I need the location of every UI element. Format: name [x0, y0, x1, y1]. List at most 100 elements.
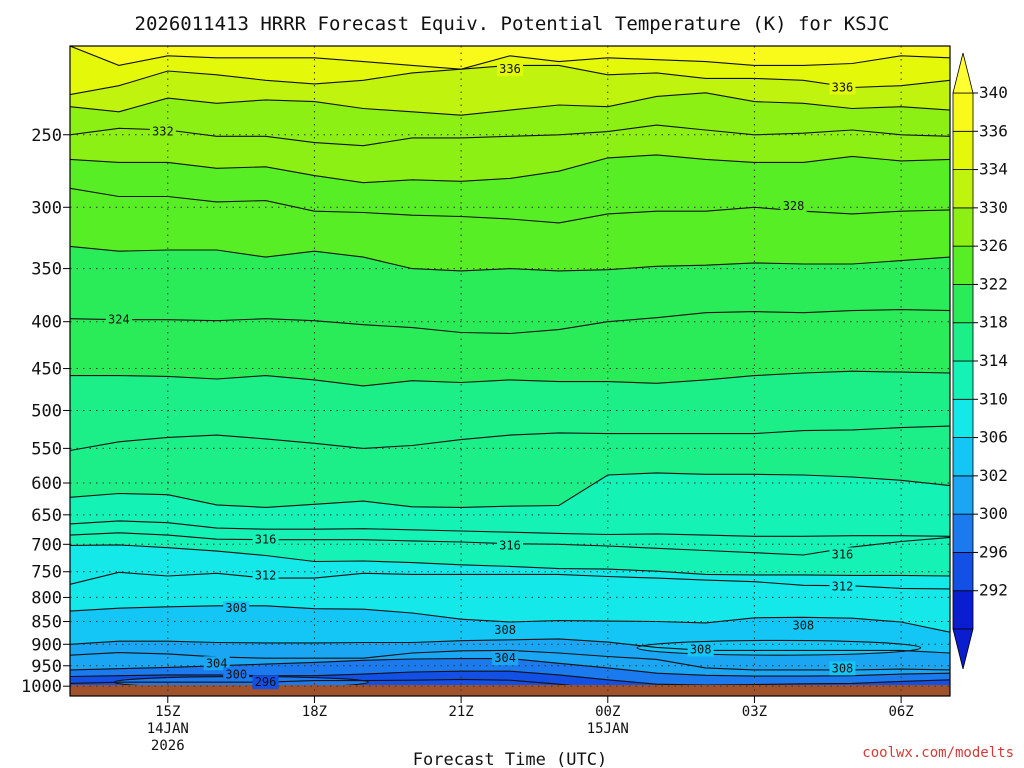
- contour-label-bg: [790, 618, 817, 633]
- plot-frame: [69, 45, 951, 697]
- contour-label-bg: [149, 124, 176, 139]
- y-tick-label: 350: [31, 260, 62, 280]
- y-tick-label: 1000: [21, 677, 62, 697]
- colorbar-label: 334: [979, 160, 1008, 179]
- y-tick-label: 250: [31, 126, 62, 146]
- contour-labels: 336 336 332 328 324 316 316 316 312 312 308 308 308 3…: [105, 62, 856, 690]
- contour-line-320: [70, 425, 950, 452]
- colorbar-arrow-bottom: [952, 628, 974, 670]
- contour-label: 316: [497, 538, 523, 553]
- contour-line-312: [70, 571, 950, 590]
- contour-label: 312: [829, 579, 856, 594]
- colorbar-segment: [952, 398, 974, 438]
- band-320: [70, 426, 950, 508]
- contour-label: 308: [223, 601, 250, 616]
- x-tick-label: 03Z: [742, 704, 767, 720]
- contour-line-334: [70, 92, 950, 116]
- x-tick-label: 15JAN: [587, 721, 629, 737]
- band-306: [70, 638, 950, 670]
- contour-label-text: 328: [783, 199, 805, 213]
- colorbar: 340 336 334 330 326 322 318 314 310 306 302 300 296 2…: [952, 52, 1008, 670]
- contour-label: 308: [790, 618, 817, 633]
- band-334: [70, 92, 950, 146]
- contour-label: 304: [492, 651, 519, 666]
- colorbar-segment: [952, 92, 974, 132]
- colorbar-label: 296: [979, 542, 1008, 561]
- contour-line-338: [70, 46, 950, 70]
- contour-line-317: [70, 520, 950, 537]
- contour-label: 308: [492, 622, 519, 637]
- band-312: [70, 572, 950, 633]
- contour-label-text: 300: [225, 667, 247, 681]
- colorbar-label: 330: [979, 198, 1008, 217]
- contour-label: 316: [252, 532, 279, 547]
- plot-area: [70, 46, 950, 696]
- x-tick-label: 2026: [151, 738, 185, 754]
- contour-label-bg: [492, 651, 519, 666]
- contour-label: 316: [829, 547, 856, 562]
- contour-line-322: [70, 370, 950, 387]
- y-tick-label: 450: [31, 360, 62, 380]
- colorbar-label: 306: [979, 428, 1008, 447]
- colorbar-segment: [952, 130, 974, 170]
- contour-label-text: 336: [832, 81, 854, 95]
- contour-label-bg: [252, 675, 279, 690]
- contour-label-text: 332: [152, 125, 174, 139]
- closed-contour-308: [636, 639, 922, 656]
- contour-label-text: 308: [225, 601, 247, 615]
- colorbar-label: 292: [979, 581, 1008, 600]
- grid-lines: [70, 46, 950, 696]
- colorbar-label: 310: [979, 389, 1008, 408]
- y-tick-label: 850: [31, 613, 62, 633]
- colorbar-segment: [952, 513, 974, 553]
- contour-label-text: 296: [255, 675, 277, 689]
- colorbar-segment: [952, 322, 974, 362]
- colorbar-segment: [952, 437, 974, 477]
- x-tick-label: 06Z: [888, 704, 913, 720]
- y-tick-label: 650: [31, 506, 62, 526]
- contour-line-330: [70, 154, 950, 184]
- contour-label-bg: [829, 661, 856, 676]
- colorbar-segment: [952, 475, 974, 515]
- contour-line-318: [70, 472, 950, 508]
- contour-label-text: 316: [255, 533, 277, 547]
- x-tick-label: 14JAN: [147, 721, 189, 737]
- x-tick-label: 00Z: [595, 704, 620, 720]
- band-336: [70, 65, 950, 116]
- y-tick-label: 750: [31, 563, 62, 583]
- y-tick-label: 400: [31, 313, 62, 333]
- contour-label-text: 304: [206, 656, 228, 670]
- chart-title: 2026011413 HRRR Forecast Equiv. Potentia…: [135, 13, 890, 35]
- contour-label: 300: [223, 667, 250, 682]
- colorbar-segment: [952, 552, 974, 592]
- band-324: [70, 309, 950, 386]
- contour-label-text: 304: [494, 651, 516, 665]
- colorbar-label: 336: [979, 121, 1008, 140]
- contour-label: 336: [497, 62, 523, 77]
- contour-line-314: [70, 544, 950, 577]
- contour-line-306: [70, 638, 950, 654]
- x-tick-label: 21Z: [448, 704, 473, 720]
- band-302: [70, 658, 950, 685]
- x-tick-label: 18Z: [302, 704, 327, 720]
- contour-label-bg: [223, 601, 250, 616]
- y-tick-label: 550: [31, 439, 62, 459]
- contour-label-text: 324: [108, 313, 130, 327]
- contour-line-324: [70, 309, 950, 335]
- y-tick-label: 900: [31, 635, 62, 655]
- contour-label-bg: [492, 622, 519, 637]
- contour-label-text: 312: [832, 579, 854, 593]
- contour-label: 324: [105, 312, 132, 327]
- contour-label-text: 336: [499, 62, 521, 76]
- contour-label: 328: [780, 198, 807, 213]
- y-tick-label: 700: [31, 535, 62, 555]
- contour-label-text: 312: [255, 568, 277, 582]
- x-tick-label: 15Z: [155, 704, 180, 720]
- contour-label: 308: [687, 642, 714, 657]
- contour-label-bg: [497, 538, 523, 553]
- y-tick-label: 300: [31, 198, 62, 218]
- credit-text[interactable]: coolwx.com/modelts: [862, 745, 1014, 761]
- colorbar-segment: [952, 169, 974, 209]
